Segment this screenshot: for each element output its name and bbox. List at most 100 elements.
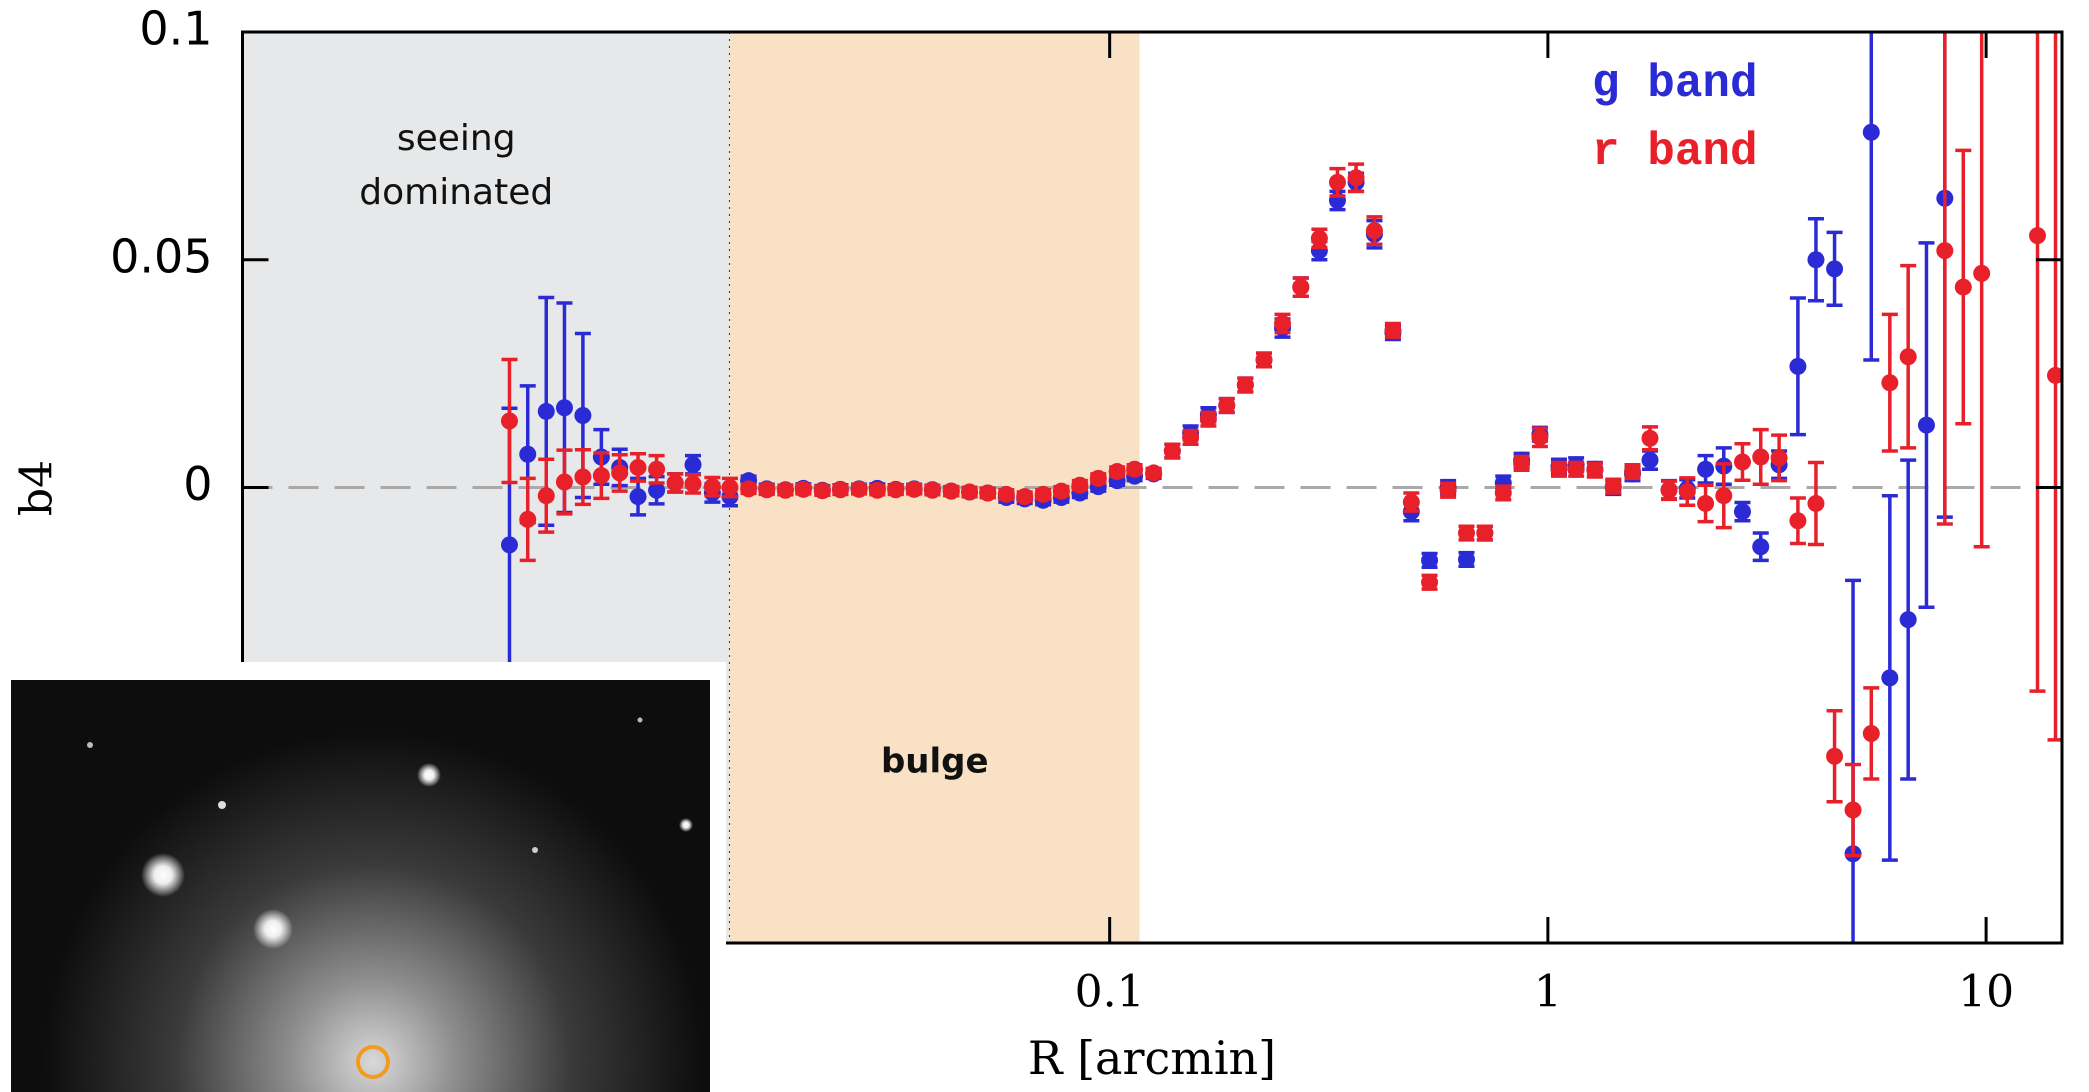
data-point: [1439, 481, 1457, 499]
star: [87, 742, 93, 748]
data-point: [1826, 260, 1844, 278]
data-point: [758, 481, 776, 499]
x-tick-label: 1: [1534, 967, 1562, 1018]
data-point: [1733, 453, 1751, 471]
data-point: [537, 487, 555, 505]
data-point: [1715, 487, 1733, 505]
data-point: [1457, 550, 1475, 568]
data-point: [555, 473, 573, 491]
star: [679, 818, 693, 832]
data-point: [1365, 222, 1383, 240]
data-point: [1384, 321, 1402, 339]
data-point: [1660, 481, 1678, 499]
data-point: [1476, 524, 1494, 542]
data-point: [1789, 357, 1807, 375]
star: [637, 717, 643, 723]
data-point: [1310, 229, 1328, 247]
data-point: [1917, 416, 1935, 434]
data-point: [813, 482, 831, 500]
data-point: [1145, 464, 1163, 482]
data-point: [1016, 488, 1034, 506]
x-tick-label: 10: [1958, 967, 2014, 1018]
star: [218, 801, 226, 809]
data-point: [1494, 484, 1512, 502]
data-point: [703, 478, 721, 496]
data-point: [1550, 460, 1568, 478]
data-point: [831, 481, 849, 499]
x-tick-label: 0.1: [1075, 967, 1145, 1018]
data-point: [923, 481, 941, 499]
data-point: [1881, 374, 1899, 392]
star: [141, 853, 185, 897]
data-point: [1752, 538, 1770, 556]
legend-entry: r band: [1592, 126, 1758, 178]
data-point: [1697, 460, 1715, 478]
data-layer: [500, 32, 2062, 943]
data-point: [1034, 485, 1052, 503]
data-point: [1862, 724, 1880, 742]
data-point: [629, 458, 647, 476]
data-point: [2047, 366, 2062, 384]
data-point: [611, 464, 629, 482]
data-point: [979, 484, 997, 502]
data-point: [1402, 493, 1420, 511]
data-point: [1586, 461, 1604, 479]
data-point: [1108, 463, 1126, 481]
region-label: dominated: [359, 172, 553, 213]
error-bar: [1936, 32, 1953, 526]
data-point: [1733, 503, 1751, 521]
data-point: [1973, 264, 1991, 282]
data-point: [519, 510, 537, 528]
data-point: [1071, 476, 1089, 494]
data-point: [574, 407, 592, 425]
data-point: [1328, 173, 1346, 191]
data-point: [721, 479, 739, 496]
data-point: [537, 402, 555, 420]
data-point: [1954, 278, 1972, 296]
data-point: [1089, 469, 1107, 487]
data-point: [942, 482, 960, 500]
data-point: [1292, 278, 1310, 296]
data-point: [574, 468, 592, 486]
legend-entry: g band: [1592, 58, 1758, 110]
data-point: [1255, 351, 1273, 369]
data-point: [1807, 494, 1825, 512]
data-point: [1936, 242, 1954, 260]
data-point: [887, 481, 905, 499]
data-point: [1182, 428, 1200, 446]
star: [417, 763, 441, 787]
error-bar: [1863, 32, 1880, 362]
position-marker: [356, 1045, 390, 1079]
data-point: [592, 467, 610, 485]
data-point: [997, 485, 1015, 503]
data-point: [684, 456, 702, 474]
data-point: [519, 445, 537, 463]
data-point: [1697, 494, 1715, 512]
data-point: [629, 488, 647, 506]
data-point: [648, 481, 666, 499]
data-point: [905, 480, 923, 498]
data-point: [1513, 454, 1531, 472]
data-point: [1347, 169, 1365, 187]
data-point: [555, 399, 573, 417]
data-point: [1531, 428, 1549, 446]
data-point: [794, 480, 812, 498]
data-point: [1881, 669, 1899, 687]
data-point: [1826, 747, 1844, 765]
data-point: [1274, 315, 1292, 333]
data-point: [1126, 460, 1144, 478]
region-label: bulge: [881, 742, 989, 782]
data-point: [1052, 482, 1070, 500]
data-point: [1624, 463, 1642, 481]
data-point: [1678, 483, 1696, 501]
data-point: [1163, 442, 1181, 460]
error-bar: [2029, 32, 2046, 693]
y-tick-label: 0: [183, 457, 212, 511]
x-axis-label: R [arcmin]: [1028, 1031, 1276, 1085]
data-point: [961, 483, 979, 501]
data-point: [1789, 512, 1807, 530]
data-point: [684, 475, 702, 493]
star: [532, 847, 538, 853]
